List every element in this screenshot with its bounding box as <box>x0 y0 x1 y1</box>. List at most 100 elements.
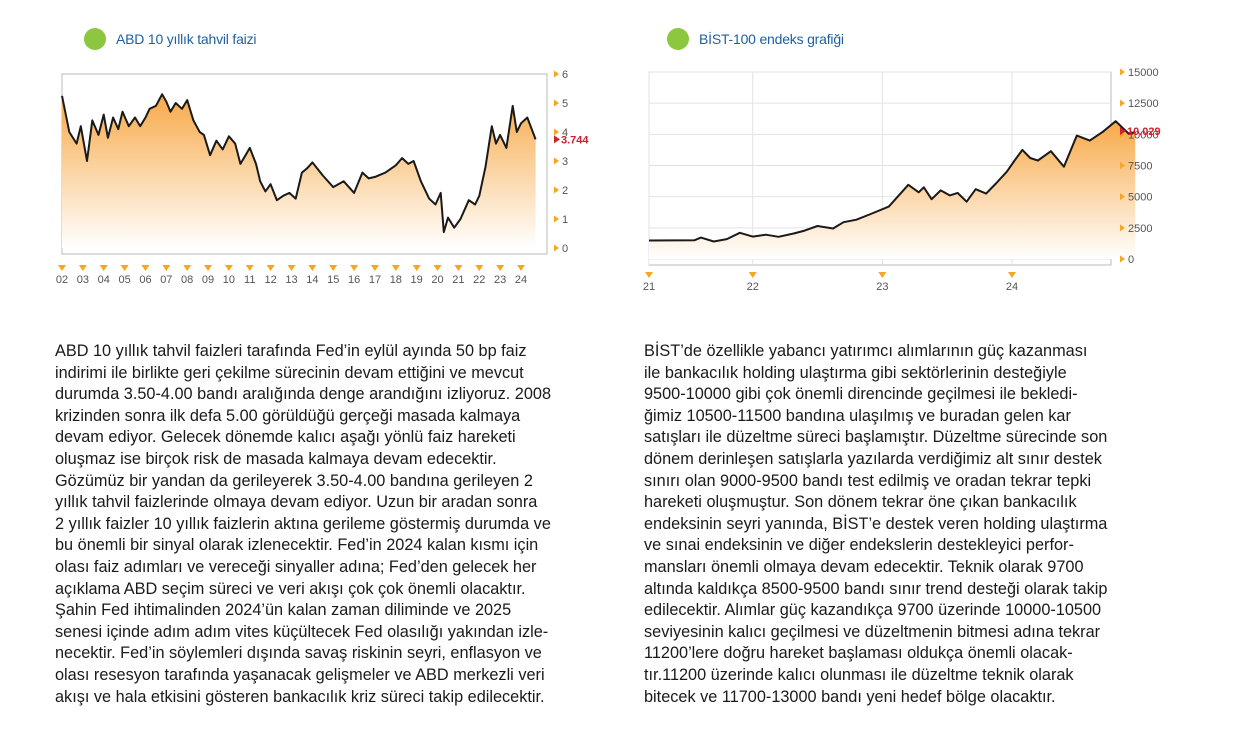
paragraph-line: olası faiz adımları ve vereceği sinyalle… <box>55 557 537 576</box>
y-tick-label: 6 <box>562 69 568 81</box>
x-tick-arrow <box>204 265 213 271</box>
current-value-label: 3.744 <box>561 134 589 146</box>
y-tick-label: 3 <box>562 156 568 168</box>
y-tick-label: 0 <box>562 243 568 255</box>
paragraph-line: oluşmaz ise birçok risk de masada kalmay… <box>55 449 497 468</box>
current-value-arrow <box>554 135 560 144</box>
y-tick-label: 1 <box>562 214 568 226</box>
bist100-chart-title: BİST-100 endeks grafiği <box>699 31 844 47</box>
x-tick-label: 23 <box>876 281 888 293</box>
y-tick-label: 10000 <box>1128 129 1159 141</box>
bist100-panel: BİST-100 endeks grafiği 0 2500 5000 7500 100… <box>620 0 1239 738</box>
bond-yield-commentary: ABD 10 yıllık tahvil faizleri tarafında … <box>55 341 600 708</box>
paragraph-line: bu önemli bir sinyal olarak izlenecektir… <box>55 536 539 555</box>
x-tick-label: 18 <box>390 274 402 286</box>
x-tick-arrow <box>412 265 421 271</box>
x-tick-label: 24 <box>515 274 527 286</box>
x-tick-arrow <box>370 265 379 271</box>
x-tick-label: 07 <box>160 274 172 286</box>
x-tick-arrow <box>329 265 338 271</box>
y-tick-label: 4 <box>562 127 568 139</box>
y-tick-label: 7500 <box>1128 161 1152 173</box>
paragraph-line: BİST’de özellikle yabancı yatırımcı alım… <box>644 342 1088 360</box>
y-tick-label: 15000 <box>1128 67 1159 79</box>
x-tick-arrow <box>1008 272 1016 278</box>
x-tick-label: 05 <box>118 274 130 286</box>
paragraph-line: mansları önemli olmaya devam edecektir. … <box>644 557 1084 576</box>
x-tick-label: 21 <box>452 274 464 286</box>
paragraph-line: tır.11200 üzerinde kalıcı olunması ile d… <box>644 665 1074 684</box>
green-dot-icon <box>84 28 106 50</box>
x-tick-arrow <box>350 265 359 271</box>
series-area <box>62 94 536 248</box>
x-tick-label: 09 <box>202 274 214 286</box>
x-tick-label: 02 <box>56 274 68 286</box>
x-tick-arrow <box>224 265 233 271</box>
paragraph-line: edilecektir. Alımlar güç kazandıkça 9700… <box>644 601 1102 620</box>
bond-yield-panel: ABD 10 yıllık tahvil faizi 0 1 2 3 4 5 6 3.744 0… <box>55 28 600 708</box>
x-tick-arrow <box>266 265 275 271</box>
x-tick-label: 03 <box>77 274 89 286</box>
x-tick-arrow <box>162 265 171 271</box>
y-tick-arrow <box>1120 224 1125 232</box>
x-tick-arrow <box>183 265 192 271</box>
bist100-commentary: BİST’de özellikle yabancı yatırımcı alım… <box>644 341 1224 708</box>
x-tick-arrow <box>878 272 887 278</box>
paragraph-line: durumda 3.50-4.00 bandı aralığında denge… <box>55 385 552 404</box>
y-tick-arrow <box>554 157 559 165</box>
x-tick-arrow <box>517 265 525 271</box>
paragraph-line: olası resesyon tarafında yaşanacak geliş… <box>55 665 545 684</box>
paragraph-line: Gözümüz bir yandan da gerileyerek 3.50-4… <box>55 471 533 490</box>
paragraph-line: bitecek ve 11700-13000 bandı yeni hedef … <box>644 687 1056 706</box>
series-line <box>61 93 537 234</box>
current-value-label: 10.029 <box>1127 126 1161 138</box>
current-value-arrow <box>1120 126 1126 135</box>
bond-yield-chart-header: ABD 10 yıllık tahvil faizi <box>84 28 256 50</box>
x-tick-label: 22 <box>747 281 759 293</box>
y-tick-label: 5000 <box>1128 192 1152 204</box>
paragraph-line: 11200’lere doğru hareket başlaması olduk… <box>644 644 1073 663</box>
x-tick-label: 14 <box>306 274 318 286</box>
x-tick-arrow <box>287 265 296 271</box>
y-tick-arrow <box>1120 193 1125 201</box>
x-tick-arrow <box>99 265 108 271</box>
paragraph-line: açıklama ABD seçim süreci ve veri akışı … <box>55 579 526 598</box>
x-tick-label: 22 <box>473 274 485 286</box>
x-tick-arrow <box>58 265 66 271</box>
paragraph-line: krizinden sonra ilk defa 5.00 görüldüğü … <box>55 406 521 425</box>
y-tick-label: 12500 <box>1128 98 1159 110</box>
paragraph-line: necektir. Fed’in söylemleri dışında sava… <box>55 644 542 663</box>
y-tick-arrow <box>554 99 559 107</box>
paragraph-line: ABD 10 yıllık tahvil faizleri tarafında … <box>55 342 527 360</box>
x-tick-label: 19 <box>411 274 423 286</box>
paragraph-line: yıllık tahvil faizlerinde olmaya devam e… <box>55 493 538 512</box>
x-tick-label: 04 <box>98 274 110 286</box>
x-tick-label: 20 <box>431 274 443 286</box>
x-tick-arrow <box>391 265 400 271</box>
paragraph-line: endeksinin seyri yanında, BİST’e destek … <box>644 514 1108 533</box>
bist100-chart: 0 2500 5000 7500 10000 12500 15000 10.029 21 22 23… <box>643 67 1161 293</box>
paragraph-line: indirimi ile birlikte geri çekilme sürec… <box>55 363 524 382</box>
x-tick-arrow <box>141 265 150 271</box>
x-tick-label: 16 <box>348 274 360 286</box>
paragraph-line: akışı ve hala etkisini gösteren bankacıl… <box>55 687 545 706</box>
x-tick-label: 15 <box>327 274 339 286</box>
y-tick-arrow <box>554 215 559 223</box>
paragraph-line: 9500-10000 gibi çok önemli direncinde ge… <box>644 385 1078 404</box>
green-dot-icon <box>667 28 689 50</box>
paragraph-line: hareketi oluşmuştur. Son dönem tekrar ön… <box>644 493 1077 512</box>
paragraph-line: ğimiz 10500-11500 bandına ulaşılmış ve b… <box>644 406 1071 425</box>
y-tick-label: 5 <box>562 98 568 110</box>
x-tick-label: 11 <box>244 274 255 286</box>
paragraph-line: 2 yıllık faizler 10 yıllık faizlerin akt… <box>55 514 551 533</box>
y-tick-arrow <box>1120 99 1125 107</box>
x-tick-label: 23 <box>494 274 506 286</box>
paragraph-line: altında kaldıkça 8500-9500 bandı sınır t… <box>644 579 1108 598</box>
y-tick-arrow <box>1120 68 1125 76</box>
x-tick-label: 24 <box>1006 281 1018 293</box>
x-tick-arrow <box>645 272 653 278</box>
y-tick-label: 0 <box>1128 254 1134 266</box>
paragraph-line: dönem derinleşen satışlarla yazılarda ve… <box>644 449 1102 468</box>
y-tick-arrow <box>554 128 559 136</box>
